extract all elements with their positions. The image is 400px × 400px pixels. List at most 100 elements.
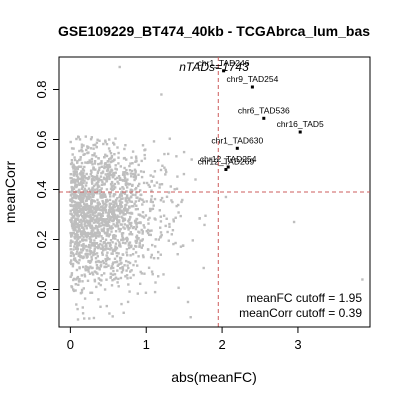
background-point <box>119 276 123 280</box>
background-point <box>97 277 100 280</box>
background-point <box>83 223 86 226</box>
background-point <box>152 175 155 178</box>
background-point <box>103 165 106 168</box>
background-point <box>85 256 88 259</box>
background-point <box>125 168 128 172</box>
background-point <box>119 206 123 209</box>
background-point <box>70 147 74 150</box>
background-point <box>109 267 113 270</box>
background-point <box>117 263 120 266</box>
background-point <box>148 229 151 233</box>
background-point <box>139 270 142 274</box>
background-point <box>72 248 75 251</box>
background-point <box>134 200 137 203</box>
background-point <box>98 268 101 271</box>
background-point <box>72 253 75 257</box>
background-point <box>84 253 87 256</box>
background-point <box>135 222 139 225</box>
background-point <box>120 302 123 306</box>
background-point <box>73 221 77 225</box>
background-point <box>76 208 79 211</box>
background-point <box>108 226 112 229</box>
background-point <box>106 163 109 167</box>
background-point <box>80 251 83 254</box>
background-point <box>105 175 109 178</box>
background-point <box>135 217 138 221</box>
background-point <box>90 136 93 139</box>
background-point <box>117 205 120 209</box>
background-point <box>78 201 81 205</box>
background-point <box>72 225 75 228</box>
background-point <box>110 168 113 171</box>
background-point <box>96 217 99 221</box>
background-point <box>74 183 77 187</box>
background-point <box>70 199 73 202</box>
background-point <box>130 169 134 173</box>
background-point <box>105 177 109 180</box>
background-point <box>79 156 82 159</box>
background-point <box>118 241 121 244</box>
background-point <box>86 219 89 222</box>
background-point <box>124 183 128 187</box>
background-point <box>112 208 115 212</box>
background-point <box>151 207 155 210</box>
background-point <box>86 207 89 211</box>
background-point <box>103 208 106 211</box>
background-point <box>81 199 84 203</box>
background-point <box>110 227 113 230</box>
background-point <box>86 160 90 164</box>
background-point <box>133 173 136 176</box>
background-point <box>137 199 141 202</box>
background-point <box>98 202 102 206</box>
background-point <box>117 151 120 155</box>
background-point <box>134 240 137 243</box>
background-point <box>88 222 92 225</box>
background-point <box>105 234 108 237</box>
background-point <box>105 221 108 225</box>
background-point <box>95 267 99 270</box>
background-point <box>112 187 115 190</box>
background-point <box>172 220 175 223</box>
background-point <box>147 222 150 225</box>
background-point <box>89 217 93 220</box>
background-point <box>94 224 98 228</box>
background-point <box>89 147 93 150</box>
highlighted-point <box>298 130 302 134</box>
background-point <box>119 245 122 248</box>
background-point <box>91 210 94 213</box>
background-point <box>112 248 116 251</box>
background-point <box>77 283 80 286</box>
background-point <box>97 201 100 204</box>
background-point <box>153 170 157 173</box>
background-point <box>143 157 147 160</box>
background-point <box>114 245 117 248</box>
background-point <box>75 174 79 178</box>
background-point <box>116 264 119 267</box>
background-point <box>76 217 79 220</box>
background-point <box>80 288 84 292</box>
background-point <box>102 218 105 221</box>
background-point <box>146 248 150 251</box>
background-point <box>95 145 98 149</box>
background-point <box>116 146 119 149</box>
background-point <box>85 189 88 192</box>
background-point <box>105 188 109 191</box>
background-point <box>70 187 74 190</box>
background-point <box>102 192 105 196</box>
background-point <box>81 168 85 171</box>
background-point <box>91 213 95 216</box>
background-point <box>123 207 126 211</box>
background-point <box>148 216 151 220</box>
background-point <box>103 224 107 227</box>
background-point <box>167 239 170 242</box>
background-point <box>139 221 142 225</box>
background-point <box>106 220 109 224</box>
background-point <box>131 226 135 230</box>
background-point <box>97 177 101 180</box>
background-point <box>70 161 74 165</box>
background-point <box>108 176 111 179</box>
background-point <box>89 250 93 253</box>
background-point <box>79 200 83 203</box>
background-point <box>69 240 73 243</box>
background-point <box>168 137 171 140</box>
